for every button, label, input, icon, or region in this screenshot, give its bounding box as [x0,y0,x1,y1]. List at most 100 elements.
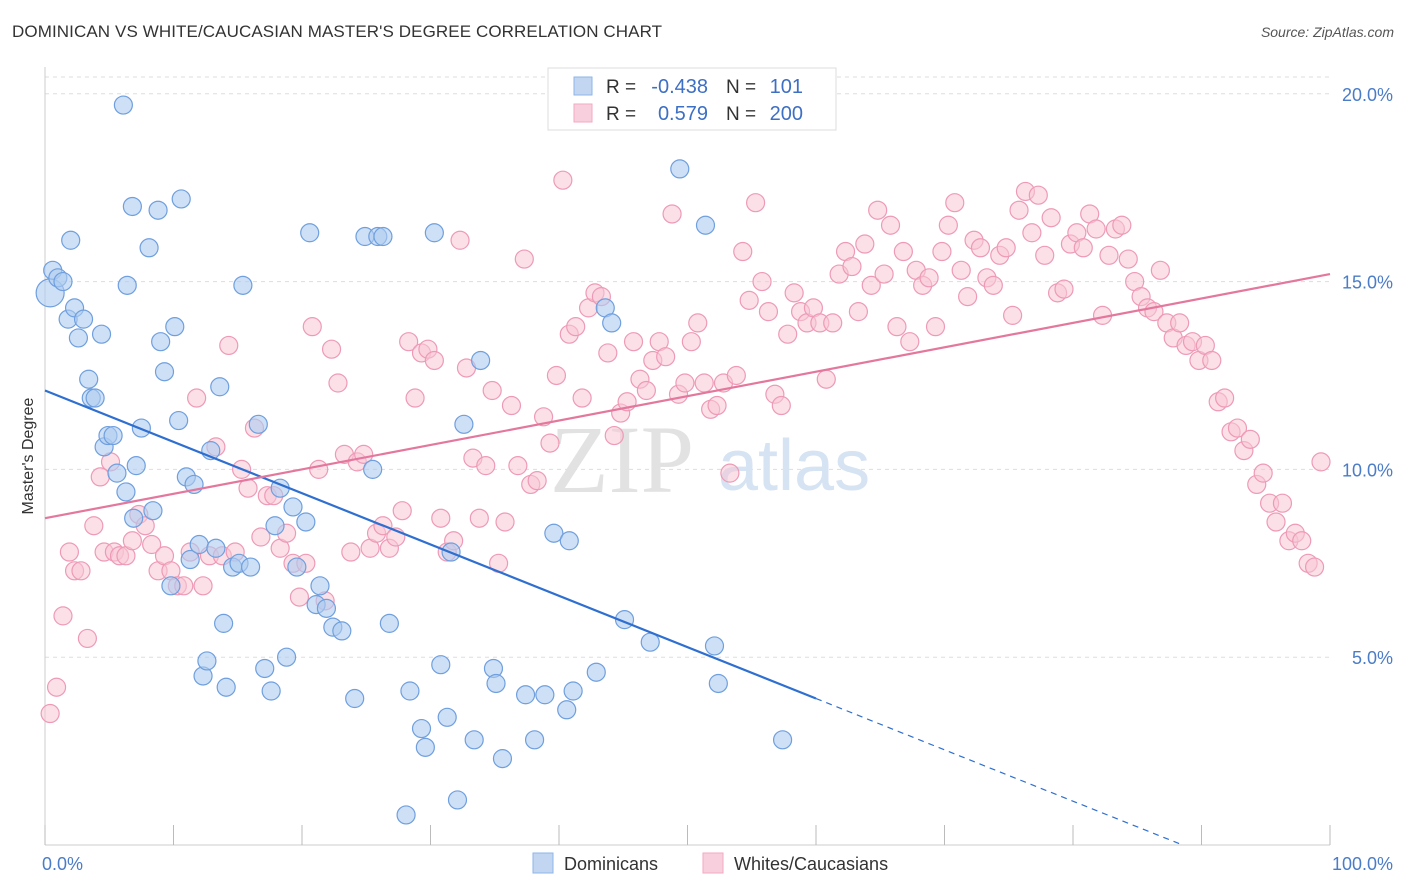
point-dominicans-19 [124,508,144,528]
point-whites-14 [122,531,142,551]
point-whites-156 [1035,245,1055,265]
legend-bottom: Dominicans Whites/Caucasians [532,852,888,874]
trend-lines [44,272,1331,846]
point-whites-94 [636,380,656,401]
point-whites-135 [900,332,920,352]
legend-r-value-1: -0.438 [651,76,708,98]
point-whites-24 [187,388,207,408]
point-whites-42 [302,317,322,337]
point-dominicans-84 [535,685,555,705]
point-whites-132 [880,215,901,235]
point-whites-139 [925,317,946,337]
point-whites-146 [970,238,991,258]
point-whites-134 [893,241,913,262]
point-dominicans-16 [107,463,127,483]
point-whites-162 [1073,238,1093,258]
y-tick-label-1: 10.0% [1342,460,1393,480]
point-dominicans-57 [310,576,330,596]
point-dominicans-5 [61,230,81,250]
point-whites-103 [694,373,714,393]
point-whites-6 [77,628,98,649]
source-label: Source: ZipAtlas.com [1260,24,1394,40]
point-dominicans-46 [248,414,268,434]
point-dominicans-97 [708,673,728,694]
watermark-atlas: atlas [718,426,870,506]
point-dominicans-15 [103,425,123,446]
point-dominicans-76 [454,414,474,434]
point-whites-159 [1054,279,1074,299]
point-whites-128 [855,234,875,254]
point-whites-109 [733,241,753,262]
point-whites-164 [1086,219,1106,239]
point-whites-174 [1150,260,1170,280]
point-dominicans-17 [116,482,136,502]
legend-bottom-swatch-whites [702,852,724,874]
point-whites-2 [53,606,73,626]
legend-bottom-swatch-dominicans [532,852,554,874]
trend-dominicans-extension [815,697,1183,846]
point-dominicans-87 [559,531,579,551]
y-tick-label-2: 15.0% [1342,273,1393,293]
point-whites-34 [251,527,271,547]
point-dominicans-26 [154,362,175,382]
point-dominicans-11 [85,388,105,408]
point-dominicans-82 [515,685,536,705]
point-whites-74 [508,456,528,476]
point-whites-102 [688,313,708,333]
legend-n-value-2: 200 [770,103,803,125]
point-whites-177 [1170,313,1190,333]
point-whites-77 [527,471,547,491]
point-whites-122 [816,369,836,389]
point-dominicans-54 [296,512,316,532]
point-whites-73 [501,395,522,416]
point-dominicans-61 [345,688,365,709]
point-whites-129 [861,275,881,295]
point-whites-1 [46,677,67,697]
point-whites-97 [656,347,676,367]
point-whites-113 [758,302,779,322]
point-whites-198 [1304,557,1325,577]
point-dominicans-12 [91,324,112,344]
watermark-zip: ZIP [550,406,694,513]
point-dominicans-9 [79,369,99,389]
point-dominicans-51 [276,647,297,667]
point-whites-133 [887,317,907,337]
point-whites-78 [533,407,554,427]
point-whites-138 [919,268,939,288]
legend-swatch-dominicans [573,76,593,96]
point-whites-79 [540,433,560,453]
point-whites-88 [598,343,618,363]
point-dominicans-38 [206,538,226,558]
point-whites-100 [675,373,695,393]
chart-title: DOMINICAN VS WHITE/CAUCASIAN MASTER'S DE… [12,22,663,41]
legend-swatch-whites [573,103,593,123]
legend-n-label-1: N = [726,77,756,98]
point-dominicans-29 [169,410,189,431]
point-whites-45 [321,339,342,359]
trend-dominicans [44,389,817,700]
x-tick-label-min: 0.0% [42,854,83,874]
point-whites-152 [1009,200,1029,220]
legend-n-value-1: 101 [770,76,803,98]
point-dominicans-89 [586,662,606,682]
point-whites-140 [932,241,952,262]
point-dominicans-81 [492,749,513,769]
point-whites-84 [572,388,592,408]
point-dominicans-77 [464,730,484,750]
point-dominicans-30 [171,189,191,209]
point-whites-184 [1215,388,1235,408]
point-whites-56 [392,501,412,521]
point-whites-193 [1272,493,1293,513]
point-whites-40 [289,587,310,607]
legend-bottom-whites: Whites/Caucasians [734,854,888,874]
point-whites-75 [514,249,534,269]
point-dominicans-3 [53,271,73,292]
point-dominicans-86 [557,700,577,720]
legend-r-label-2: R = [606,104,636,125]
point-whites-7 [84,516,104,536]
point-whites-130 [868,200,888,220]
point-whites-196 [1292,531,1312,551]
point-dominicans-91 [602,313,622,333]
point-dominicans-71 [424,223,444,243]
point-whites-81 [553,170,573,190]
